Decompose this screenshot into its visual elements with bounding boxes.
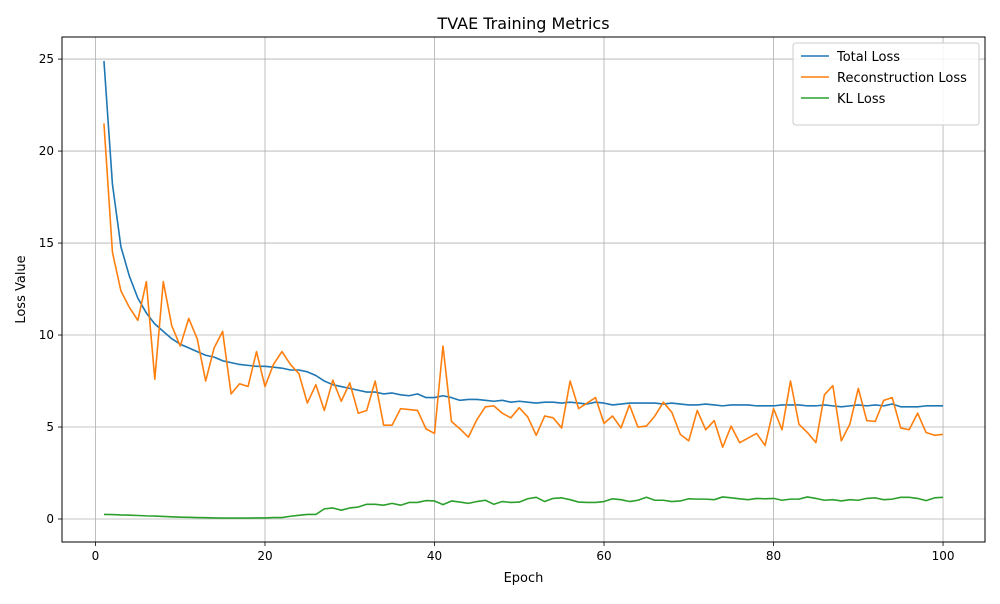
series-line-total-loss bbox=[103, 60, 944, 408]
x-axis-label: Epoch bbox=[504, 571, 544, 586]
axis-ticks: 0 20 40 60 80 100 0 5 10 15 20 25 bbox=[39, 52, 955, 563]
y-tick-label: 10 bbox=[39, 328, 54, 342]
x-tick-label: 0 bbox=[92, 549, 100, 563]
legend-label: KL Loss bbox=[837, 92, 886, 107]
series-line-kl-loss bbox=[103, 496, 944, 519]
x-tick-label: 60 bbox=[596, 549, 611, 563]
x-tick-label: 80 bbox=[766, 549, 781, 563]
y-tick-label: 15 bbox=[39, 236, 54, 250]
legend-label: Total Loss bbox=[836, 50, 900, 65]
y-tick-label: 20 bbox=[39, 144, 54, 158]
y-axis-label: Loss Value bbox=[14, 255, 29, 323]
series-lines bbox=[103, 60, 944, 519]
y-tick-label: 0 bbox=[46, 512, 54, 526]
axes-frame bbox=[61, 36, 986, 543]
x-tick-label: 20 bbox=[257, 549, 272, 563]
y-tick-label: 5 bbox=[46, 420, 54, 434]
x-tick-label: 100 bbox=[932, 549, 955, 563]
series-line-reconstruction-loss bbox=[103, 123, 944, 449]
legend: Total Loss Reconstruction Loss KL Loss bbox=[792, 42, 980, 126]
y-tick-label: 25 bbox=[39, 52, 54, 66]
chart-title: TVAE Training Metrics bbox=[436, 14, 609, 33]
legend-box bbox=[792, 42, 980, 126]
legend-label: Reconstruction Loss bbox=[837, 71, 967, 86]
x-tick-label: 40 bbox=[427, 549, 442, 563]
